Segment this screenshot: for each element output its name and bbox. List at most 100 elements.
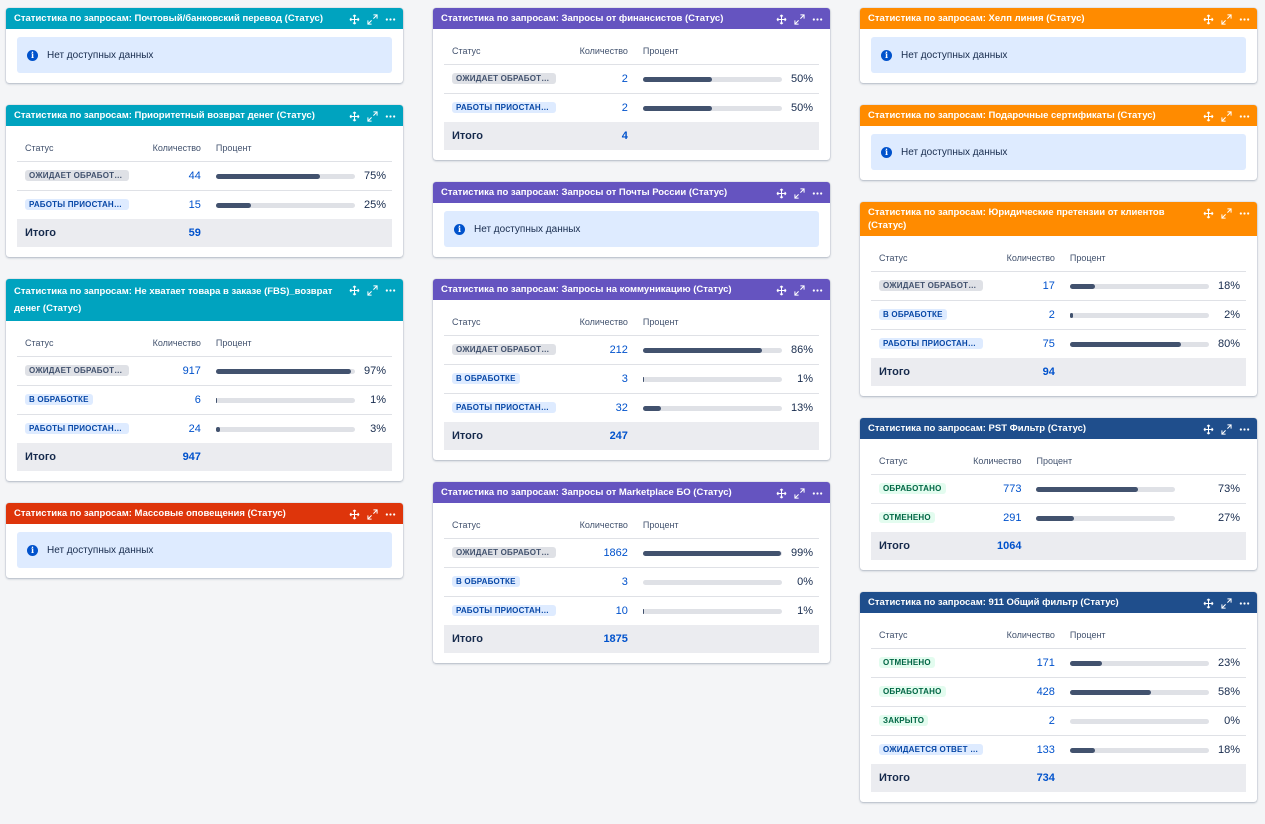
- status-lozenge[interactable]: ОЖИДАЕТ ОБРАБОТКИ: [452, 547, 556, 559]
- status-lozenge[interactable]: ОЖИДАЕТ ОБРАБОТКИ: [452, 344, 556, 356]
- gadget-title[interactable]: Статистика по запросам: Приоритетный воз…: [14, 110, 315, 121]
- gadget-title[interactable]: Статистика по запросам: Юридические прет…: [868, 207, 1165, 231]
- status-lozenge[interactable]: ЗАКРЫТО: [879, 715, 929, 727]
- count-link[interactable]: 24: [130, 414, 202, 443]
- move-icon[interactable]: [775, 187, 788, 199]
- status-lozenge[interactable]: ОБРАБОТАНО: [879, 483, 946, 495]
- status-lozenge[interactable]: РАБОТЫ ПРИОСТАНОВЛЕНЫ: [25, 199, 129, 211]
- count-link[interactable]: 917: [130, 356, 202, 386]
- more-icon[interactable]: [1238, 597, 1251, 609]
- count-link[interactable]: 6: [130, 385, 202, 415]
- expand-icon[interactable]: [1220, 13, 1233, 25]
- count-link[interactable]: 2: [984, 300, 1056, 330]
- total-count-link[interactable]: 247: [557, 422, 629, 450]
- more-icon[interactable]: [811, 13, 824, 25]
- count-link[interactable]: 2: [984, 706, 1056, 736]
- more-icon[interactable]: [384, 508, 397, 520]
- count-link[interactable]: 15: [130, 190, 202, 219]
- count-link[interactable]: 17: [984, 271, 1056, 301]
- count-link[interactable]: 3: [557, 567, 629, 597]
- more-icon[interactable]: [384, 284, 397, 296]
- more-icon[interactable]: [1238, 13, 1251, 25]
- count-link[interactable]: 10: [557, 596, 629, 625]
- expand-icon[interactable]: [793, 487, 806, 499]
- total-count-link[interactable]: 947: [130, 443, 202, 471]
- expand-icon[interactable]: [1220, 110, 1233, 122]
- status-lozenge[interactable]: ОТМЕНЕНО: [879, 657, 935, 669]
- total-count-link[interactable]: 4: [557, 122, 629, 150]
- move-icon[interactable]: [1202, 110, 1215, 122]
- move-icon[interactable]: [348, 110, 361, 122]
- gadget-title[interactable]: Статистика по запросам: Подарочные серти…: [868, 110, 1156, 121]
- expand-icon[interactable]: [1220, 207, 1233, 219]
- count-link[interactable]: 773: [960, 474, 1023, 504]
- move-icon[interactable]: [348, 508, 361, 520]
- expand-icon[interactable]: [793, 13, 806, 25]
- count-link[interactable]: 1862: [557, 538, 629, 568]
- expand-icon[interactable]: [793, 187, 806, 199]
- status-lozenge[interactable]: ОЖИДАЕТ ОБРАБОТКИ: [452, 73, 556, 85]
- move-icon[interactable]: [1202, 207, 1215, 219]
- status-lozenge[interactable]: ОЖИДАЕТ ОБРАБОТКИ: [879, 280, 983, 292]
- gadget-title[interactable]: Статистика по запросам: PST Фильтр (Стат…: [868, 423, 1087, 434]
- move-icon[interactable]: [775, 487, 788, 499]
- more-icon[interactable]: [1238, 423, 1251, 435]
- count-link[interactable]: 2: [557, 64, 629, 94]
- status-lozenge[interactable]: В ОБРАБОТКЕ: [452, 576, 520, 588]
- count-link[interactable]: 428: [984, 677, 1056, 707]
- gadget-title[interactable]: Статистика по запросам: Запросы от финан…: [441, 13, 724, 24]
- expand-icon[interactable]: [366, 284, 379, 296]
- status-lozenge[interactable]: В ОБРАБОТКЕ: [25, 394, 93, 406]
- count-link[interactable]: 75: [984, 329, 1056, 358]
- status-lozenge[interactable]: В ОБРАБОТКЕ: [452, 373, 520, 385]
- move-icon[interactable]: [348, 13, 361, 25]
- move-icon[interactable]: [1202, 13, 1215, 25]
- move-icon[interactable]: [775, 13, 788, 25]
- gadget-title[interactable]: Статистика по запросам: Запросы от Почты…: [441, 187, 728, 198]
- gadget-title[interactable]: Статистика по запросам: Массовые оповеще…: [14, 508, 286, 519]
- expand-icon[interactable]: [366, 110, 379, 122]
- expand-icon[interactable]: [366, 508, 379, 520]
- count-link[interactable]: 3: [557, 364, 629, 394]
- gadget-title[interactable]: Статистика по запросам: Почтовый/банковс…: [14, 13, 324, 24]
- expand-icon[interactable]: [1220, 423, 1233, 435]
- total-count-link[interactable]: 94: [984, 358, 1056, 386]
- status-lozenge[interactable]: В ОБРАБОТКЕ: [879, 309, 947, 321]
- status-lozenge[interactable]: РАБОТЫ ПРИОСТАНОВЛЕНЫ: [452, 605, 556, 617]
- gadget-title[interactable]: Статистика по запросам: Запросы на комму…: [441, 284, 732, 295]
- more-icon[interactable]: [811, 284, 824, 296]
- more-icon[interactable]: [811, 487, 824, 499]
- expand-icon[interactable]: [793, 284, 806, 296]
- status-lozenge[interactable]: РАБОТЫ ПРИОСТАНОВЛЕНЫ: [452, 102, 556, 114]
- expand-icon[interactable]: [1220, 597, 1233, 609]
- move-icon[interactable]: [1202, 597, 1215, 609]
- status-lozenge[interactable]: ОТМЕНЕНО: [879, 512, 935, 524]
- move-icon[interactable]: [348, 284, 361, 296]
- gadget-title[interactable]: Статистика по запросам: Запросы от Marke…: [441, 487, 732, 498]
- more-icon[interactable]: [1238, 207, 1251, 219]
- expand-icon[interactable]: [366, 13, 379, 25]
- total-count-link[interactable]: 734: [984, 764, 1056, 792]
- total-count-link[interactable]: 59: [130, 219, 202, 247]
- status-lozenge[interactable]: РАБОТЫ ПРИОСТАНОВЛЕНЫ: [25, 423, 129, 435]
- status-lozenge[interactable]: РАБОТЫ ПРИОСТАНОВЛЕНЫ: [452, 402, 556, 414]
- gadget-title[interactable]: Статистика по запросам: Хелп линия (Стат…: [868, 13, 1085, 24]
- status-lozenge[interactable]: ОЖИДАЕТ ОБРАБОТКИ: [25, 170, 129, 182]
- status-lozenge[interactable]: ОЖИДАЕТСЯ ОТВЕТ ПОЛЬЗОВАТЕЛЯ: [879, 744, 983, 756]
- count-link[interactable]: 133: [984, 735, 1056, 764]
- status-lozenge[interactable]: РАБОТЫ ПРИОСТАНОВЛЕНЫ: [879, 338, 983, 350]
- move-icon[interactable]: [775, 284, 788, 296]
- move-icon[interactable]: [1202, 423, 1215, 435]
- gadget-title[interactable]: Статистика по запросам: 911 Общий фильтр…: [868, 597, 1119, 608]
- status-lozenge[interactable]: ОБРАБОТАНО: [879, 686, 946, 698]
- count-link[interactable]: 291: [960, 503, 1023, 532]
- count-link[interactable]: 2: [557, 93, 629, 122]
- count-link[interactable]: 32: [557, 393, 629, 422]
- total-count-link[interactable]: 1064: [960, 532, 1023, 560]
- total-count-link[interactable]: 1875: [557, 625, 629, 653]
- more-icon[interactable]: [811, 187, 824, 199]
- more-icon[interactable]: [384, 13, 397, 25]
- count-link[interactable]: 212: [557, 335, 629, 365]
- status-lozenge[interactable]: ОЖИДАЕТ ОБРАБОТКИ: [25, 365, 129, 377]
- more-icon[interactable]: [384, 110, 397, 122]
